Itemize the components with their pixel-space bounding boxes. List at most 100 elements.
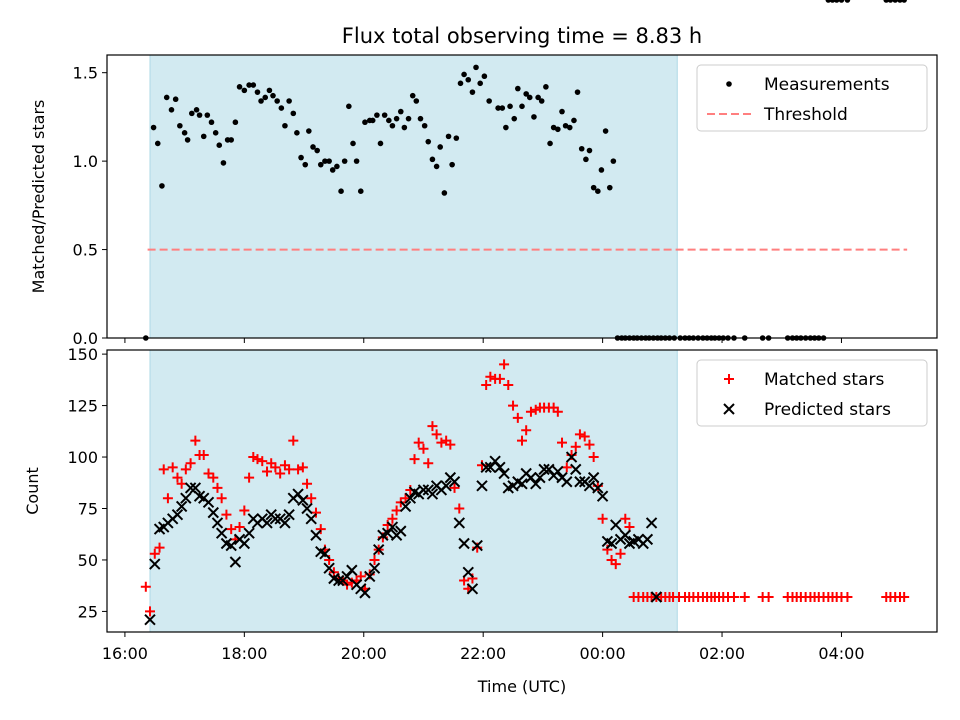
predicted-star-point [587, 471, 600, 484]
predicted-star-point [144, 613, 156, 626]
measurement-point [481, 73, 488, 80]
predicted-star-point [650, 591, 663, 603]
measurement-point [163, 94, 170, 101]
matched-star-point [494, 373, 505, 384]
measurement-point [150, 124, 157, 131]
predicted-star-point [229, 556, 242, 568]
x-tick-label: 20:00 [341, 644, 387, 663]
predicted-star-point [596, 490, 609, 502]
predicted-star-point [476, 480, 488, 492]
measurement-point [154, 140, 161, 147]
matched-star-point [252, 454, 263, 465]
legend-box [696, 64, 928, 132]
measurement-point [220, 160, 227, 166]
measurement-point [477, 80, 484, 87]
measurement-point [353, 158, 360, 164]
measurement-point [543, 84, 549, 90]
matched-star-point [262, 466, 273, 477]
measurement-point [381, 112, 388, 118]
measurement-point [437, 144, 443, 150]
predicted-star-point [305, 513, 317, 525]
predicted-star-point [332, 574, 345, 587]
measurement-point [901, 0, 907, 3]
measurement-point [181, 130, 188, 136]
predicted-star-point [215, 527, 228, 539]
predicted-star-point [534, 471, 546, 484]
predicted-star-point [530, 478, 542, 490]
measurement-point [495, 105, 501, 111]
measurement-point [286, 98, 292, 104]
predicted-star-point [399, 500, 412, 513]
matched-star-point [427, 421, 438, 432]
measurement-point [377, 140, 384, 147]
matched-star-point [257, 456, 268, 467]
measurement-point [236, 84, 243, 90]
predicted-star-point [279, 517, 291, 529]
legend-label: Threshold [763, 105, 848, 125]
measurement-point [449, 161, 455, 168]
measurement-point [606, 184, 613, 191]
matched-star-point [588, 452, 599, 463]
matched-star-point [610, 559, 621, 570]
matched-star-point [508, 400, 519, 411]
y-tick-label: 75 [78, 499, 98, 518]
predicted-star-point [552, 465, 564, 478]
y-tick-label: 100 [67, 448, 98, 467]
matched-star-point [584, 439, 595, 450]
measurement-point [362, 119, 368, 126]
matched-star-point [310, 507, 321, 518]
matched-star-point [306, 493, 317, 504]
measurement-point [208, 119, 215, 126]
measurement-point [523, 91, 529, 97]
measurement-point [453, 135, 460, 141]
measurement-point [266, 87, 273, 94]
matched-star-point [315, 524, 326, 535]
predicted-star-point [372, 543, 385, 556]
measurement-point [598, 167, 605, 173]
matched-star-point [212, 482, 223, 493]
measurement-point [425, 138, 432, 145]
measurement-point [887, 0, 894, 3]
predicted-star-point [574, 476, 586, 488]
predicted-star-point [565, 451, 578, 463]
legend-label: Predicted stars [764, 400, 891, 420]
measurement-point [262, 94, 269, 101]
measurement-point [586, 147, 593, 154]
measurement-point [441, 190, 448, 196]
x-tick-label: 16:00 [102, 644, 148, 663]
measurement-point [306, 128, 312, 134]
predicted-star-point [261, 517, 273, 529]
predicted-star-point [453, 517, 466, 529]
measurement-point [566, 124, 573, 131]
matched-star-point [149, 548, 160, 559]
measurement-point [590, 184, 597, 191]
predicted-star-point [368, 562, 381, 574]
matched-star-point [485, 371, 496, 382]
measurement-point [550, 124, 557, 131]
x-tick-label: 02:00 [699, 644, 745, 663]
measurement-point [838, 0, 845, 3]
measurement-point [559, 108, 565, 115]
matched-star-point [216, 493, 227, 504]
matched-star-point [763, 592, 774, 603]
predicted-star-point [297, 494, 309, 506]
matched-star-point [597, 513, 608, 524]
measurement-point [322, 158, 328, 164]
matched-star-point [400, 493, 411, 504]
predicted-star-point [462, 566, 474, 579]
measurement-point [204, 112, 211, 118]
measurement-point [216, 142, 223, 149]
measurement-point [310, 144, 316, 150]
measurement-point [574, 89, 581, 95]
predicted-star-point [605, 537, 618, 550]
predicted-star-point [471, 539, 483, 552]
measurement-point [294, 130, 300, 136]
matched-star-point [158, 464, 169, 475]
matched-star-point [620, 513, 631, 524]
measurement-point [228, 137, 235, 143]
matched-star-point [431, 429, 442, 440]
measurement-point [461, 71, 467, 78]
ratio-panel: 0.0 0.5 1.0 1.5 Matched/Predicted stars Measu… [29, 0, 938, 348]
matched-star-point [552, 406, 563, 417]
matched-star-point [570, 441, 581, 452]
